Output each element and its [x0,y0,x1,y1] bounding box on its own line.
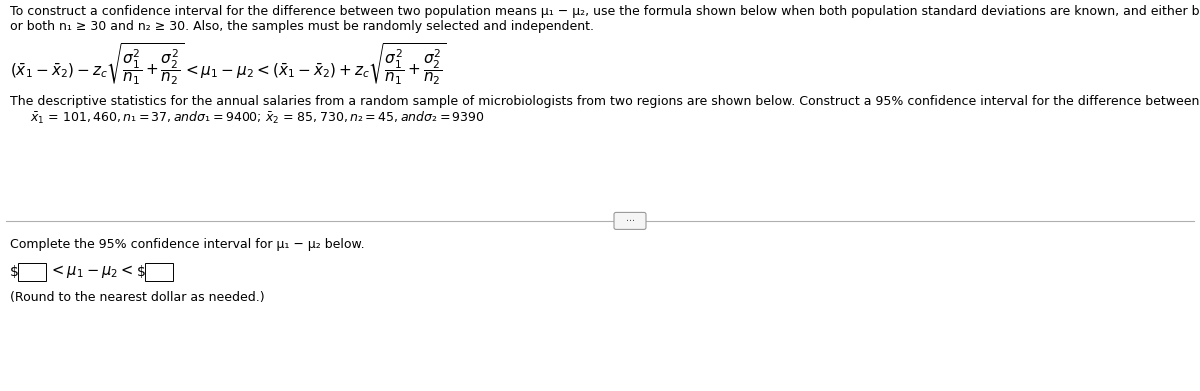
Text: $\left(\bar{x}_1 - \bar{x}_2\right) - z_c\sqrt{\dfrac{\sigma_1^2}{n_1}+\dfrac{\s: $\left(\bar{x}_1 - \bar{x}_2\right) - z_… [10,41,446,87]
Text: Complete the 95% confidence interval for μ₁ − μ₂ below.: Complete the 95% confidence interval for… [10,238,365,251]
Text: $: $ [137,265,146,279]
Text: $< \mu_1 - \mu_2 <$: $< \mu_1 - \mu_2 <$ [49,264,133,280]
Text: To construct a confidence interval for the difference between two population mea: To construct a confidence interval for t… [10,5,1200,18]
Bar [145,263,173,281]
Text: $\bar{x}_1$ = $101,460, n₁ = 37, and σ₁ = $9400; $\bar{x}_2$ = $85,730, n₂ = 45,: $\bar{x}_1$ = $101,460, n₁ = 37, and σ₁ … [30,110,485,126]
Text: or both n₁ ≥ 30 and n₂ ≥ 30. Also, the samples must be randomly selected and ind: or both n₁ ≥ 30 and n₂ ≥ 30. Also, the s… [10,20,594,33]
Bar [18,263,46,281]
FancyBboxPatch shape [614,212,646,230]
Text: $: $ [10,265,19,279]
Text: The descriptive statistics for the annual salaries from a random sample of micro: The descriptive statistics for the annua… [10,95,1200,108]
Text: (Round to the nearest dollar as needed.): (Round to the nearest dollar as needed.) [10,291,265,304]
Text: ⋯: ⋯ [625,216,635,226]
